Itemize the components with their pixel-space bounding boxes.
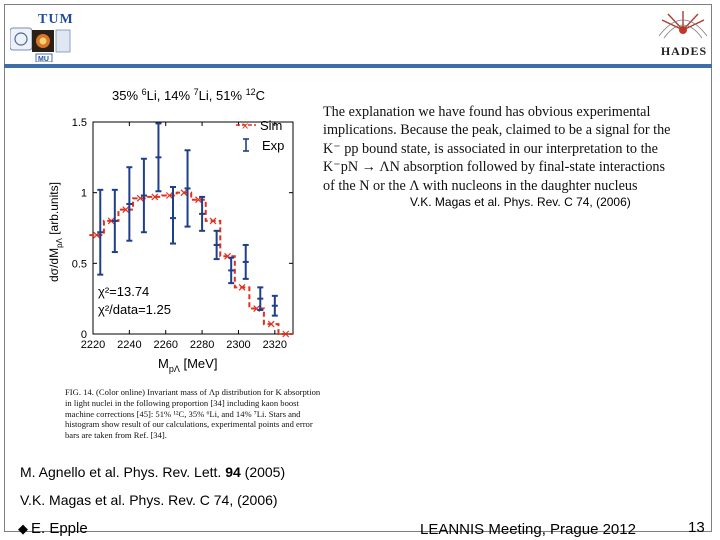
hades-logo-icon — [658, 11, 708, 39]
x-tick-label: 2260 — [153, 339, 177, 351]
bullet-icon: ◆ — [18, 521, 28, 536]
sim-histogram-line — [89, 191, 293, 335]
quote-line: The explanation we have found has obviou… — [323, 104, 651, 120]
tum-logo-text: TUM — [38, 12, 74, 27]
exp-data-point — [111, 188, 118, 254]
legend-sim-label: Sim — [260, 118, 282, 133]
sim-marker — [238, 283, 246, 291]
plot-title: 35% 6Li, 14% 7Li, 51% 12C — [112, 87, 265, 103]
invariant-mass-plot: 0 0.5 1 1.5 2220 2240 2260 2280 2300 2320 35% 6L… — [47, 87, 294, 374]
sim-marker — [107, 217, 115, 225]
x-tick-label: 2240 — [117, 339, 141, 351]
legend-exp-label: Exp — [262, 138, 284, 153]
exp-data-point — [184, 149, 191, 228]
hades-logo-text: HADES — [660, 44, 708, 58]
y-tick-label: 1.5 — [72, 117, 87, 129]
sim-marker — [282, 330, 290, 338]
tum-logo-icon: MU — [10, 27, 71, 62]
quote-line: K⁻pN → ΛN absorption followed by final-s… — [323, 159, 666, 176]
sim-marker — [180, 189, 188, 197]
x-tick-label: 2300 — [226, 339, 250, 351]
reference-magas: V.K. Magas et al. Phys. Rev. C 74, (2006… — [20, 492, 278, 508]
sim-marker — [267, 320, 275, 328]
page-number: 13 — [688, 519, 705, 536]
footer-author: ◆ E. Epple — [18, 520, 88, 537]
quote-line: implications. Because the peak, claimed … — [323, 122, 671, 139]
plot-legend: × Sim Exp — [236, 118, 284, 153]
y-tick-label: 0.5 — [72, 258, 87, 270]
reference-agnello: M. Agnello et al. Phys. Rev. Lett. 94 (2… — [20, 464, 286, 480]
sim-marker — [165, 192, 173, 199]
svg-text:×: × — [241, 121, 249, 132]
exp-data-point — [213, 229, 220, 261]
exp-data-point — [271, 294, 278, 317]
exp-data-point — [170, 186, 176, 245]
quote-reference: V.K. Magas et al. Phys. Rev. C 74, (2006… — [410, 195, 631, 209]
exp-data-point — [140, 157, 147, 234]
exp-data-point — [257, 286, 264, 311]
exp-data-point — [199, 195, 206, 232]
x-axis-label: MpΛ [MeV] — [158, 356, 217, 374]
sim-marker — [122, 206, 130, 214]
x-tick-label: 2220 — [81, 339, 105, 351]
quote-text: The explanation we have found has obviou… — [323, 103, 703, 195]
y-tick-label: 0 — [81, 329, 87, 341]
exp-data-point — [126, 166, 133, 242]
sim-marker — [209, 217, 217, 225]
exp-data-point — [155, 122, 162, 193]
plot-axes-frame — [92, 121, 294, 335]
chi2-per-data-annotation: χ²/data=1.25 — [98, 302, 171, 317]
header-rule — [4, 64, 712, 68]
exp-data-point — [242, 243, 249, 280]
exp-data-point — [97, 188, 104, 276]
x-tick-label: 2320 — [263, 339, 287, 351]
footer-meeting: LEANNIS Meeting, Prague 2012 — [420, 521, 636, 538]
y-tick-label: 1 — [81, 188, 87, 200]
quote-line: of the N or the Λ with nucleons in the d… — [323, 177, 638, 194]
slide-frame — [4, 4, 712, 532]
svg-text:MU: MU — [38, 56, 49, 62]
exp-data-point — [228, 256, 235, 285]
quote-line: K⁻ pp bound state, is associated in our … — [323, 140, 658, 157]
figure-caption: FIG. 14. (Color online) Invariant mass o… — [65, 387, 321, 441]
sim-marker — [151, 193, 159, 201]
x-tick-label: 2280 — [190, 339, 214, 351]
chi2-annotation: χ²=13.74 — [98, 284, 149, 299]
y-axis-label: dσ/dMpΛ [arb.units] — [47, 182, 64, 282]
